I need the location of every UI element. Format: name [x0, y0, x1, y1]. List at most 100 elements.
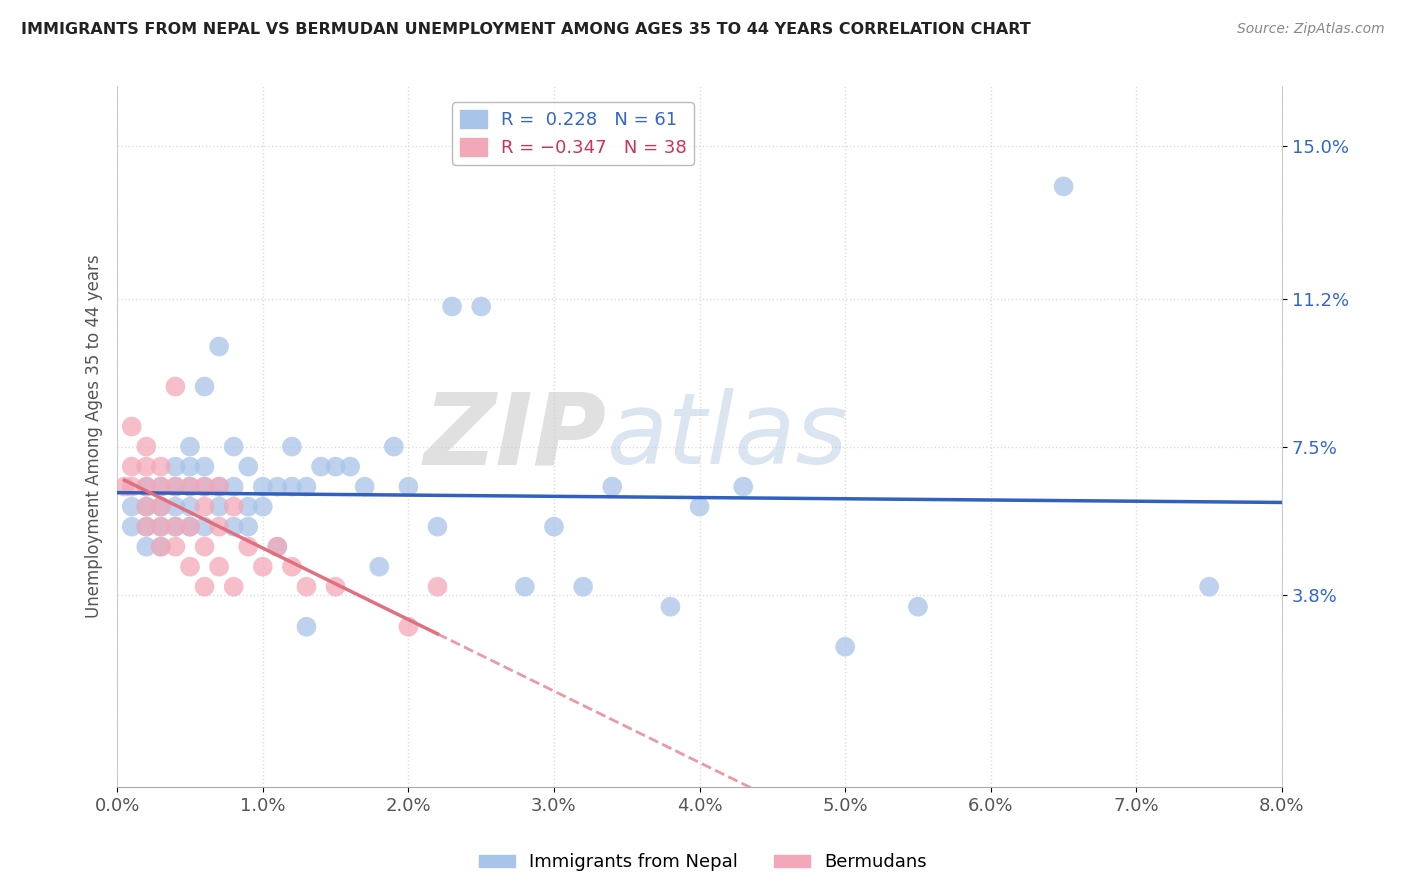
Point	[513, 580, 536, 594]
Point	[266, 480, 288, 494]
Point	[165, 540, 187, 554]
Point	[165, 519, 187, 533]
Point	[353, 480, 375, 494]
Point	[733, 480, 755, 494]
Point	[266, 540, 288, 554]
Point	[149, 500, 172, 514]
Point	[149, 480, 172, 494]
Point	[281, 440, 304, 454]
Point	[238, 500, 260, 514]
Text: atlas: atlas	[606, 388, 848, 485]
Point	[281, 559, 304, 574]
Point	[193, 519, 215, 533]
Point	[179, 559, 201, 574]
Point	[179, 480, 201, 494]
Point	[135, 519, 157, 533]
Point	[295, 580, 318, 594]
Legend: R =  0.228   N = 61, R = −0.347   N = 38: R = 0.228 N = 61, R = −0.347 N = 38	[453, 103, 695, 164]
Text: IMMIGRANTS FROM NEPAL VS BERMUDAN UNEMPLOYMENT AMONG AGES 35 TO 44 YEARS CORRELA: IMMIGRANTS FROM NEPAL VS BERMUDAN UNEMPL…	[21, 22, 1031, 37]
Point	[382, 440, 405, 454]
Text: Source: ZipAtlas.com: Source: ZipAtlas.com	[1237, 22, 1385, 37]
Point	[165, 500, 187, 514]
Point	[193, 580, 215, 594]
Point	[426, 519, 449, 533]
Point	[135, 519, 157, 533]
Point	[1052, 179, 1074, 194]
Point	[208, 339, 231, 353]
Point	[238, 519, 260, 533]
Point	[114, 480, 136, 494]
Point	[222, 580, 245, 594]
Point	[165, 519, 187, 533]
Point	[325, 580, 347, 594]
Point	[193, 480, 215, 494]
Point	[179, 500, 201, 514]
Point	[222, 480, 245, 494]
Point	[165, 459, 187, 474]
Point	[121, 519, 143, 533]
Point	[121, 480, 143, 494]
Point	[222, 500, 245, 514]
Point	[208, 480, 231, 494]
Point	[149, 540, 172, 554]
Point	[368, 559, 391, 574]
Point	[149, 519, 172, 533]
Point	[165, 480, 187, 494]
Point	[470, 300, 492, 314]
Point	[396, 480, 419, 494]
Point	[208, 480, 231, 494]
Point	[149, 540, 172, 554]
Point	[295, 620, 318, 634]
Point	[179, 519, 201, 533]
Point	[325, 459, 347, 474]
Point	[149, 519, 172, 533]
Point	[309, 459, 332, 474]
Point	[659, 599, 682, 614]
Point	[149, 500, 172, 514]
Point	[165, 480, 187, 494]
Point	[252, 480, 274, 494]
Point	[135, 440, 157, 454]
Point	[135, 480, 157, 494]
Point	[238, 459, 260, 474]
Point	[441, 300, 464, 314]
Point	[396, 620, 419, 634]
Point	[543, 519, 565, 533]
Point	[135, 500, 157, 514]
Point	[907, 599, 929, 614]
Point	[135, 500, 157, 514]
Point	[281, 480, 304, 494]
Point	[121, 419, 143, 434]
Point	[165, 379, 187, 393]
Point	[121, 459, 143, 474]
Point	[149, 459, 172, 474]
Point	[135, 480, 157, 494]
Point	[689, 500, 711, 514]
Point	[572, 580, 595, 594]
Point	[222, 519, 245, 533]
Point	[252, 500, 274, 514]
Y-axis label: Unemployment Among Ages 35 to 44 years: Unemployment Among Ages 35 to 44 years	[86, 255, 103, 618]
Point	[208, 500, 231, 514]
Point	[238, 540, 260, 554]
Point	[193, 500, 215, 514]
Point	[149, 480, 172, 494]
Point	[208, 559, 231, 574]
Point	[295, 480, 318, 494]
Point	[600, 480, 623, 494]
Point	[193, 540, 215, 554]
Point	[193, 480, 215, 494]
Text: ZIP: ZIP	[423, 388, 606, 485]
Point	[222, 440, 245, 454]
Point	[193, 459, 215, 474]
Legend: Immigrants from Nepal, Bermudans: Immigrants from Nepal, Bermudans	[471, 847, 935, 879]
Point	[266, 540, 288, 554]
Point	[179, 519, 201, 533]
Point	[834, 640, 856, 654]
Point	[426, 580, 449, 594]
Point	[193, 379, 215, 393]
Point	[179, 480, 201, 494]
Point	[208, 519, 231, 533]
Point	[121, 500, 143, 514]
Point	[252, 559, 274, 574]
